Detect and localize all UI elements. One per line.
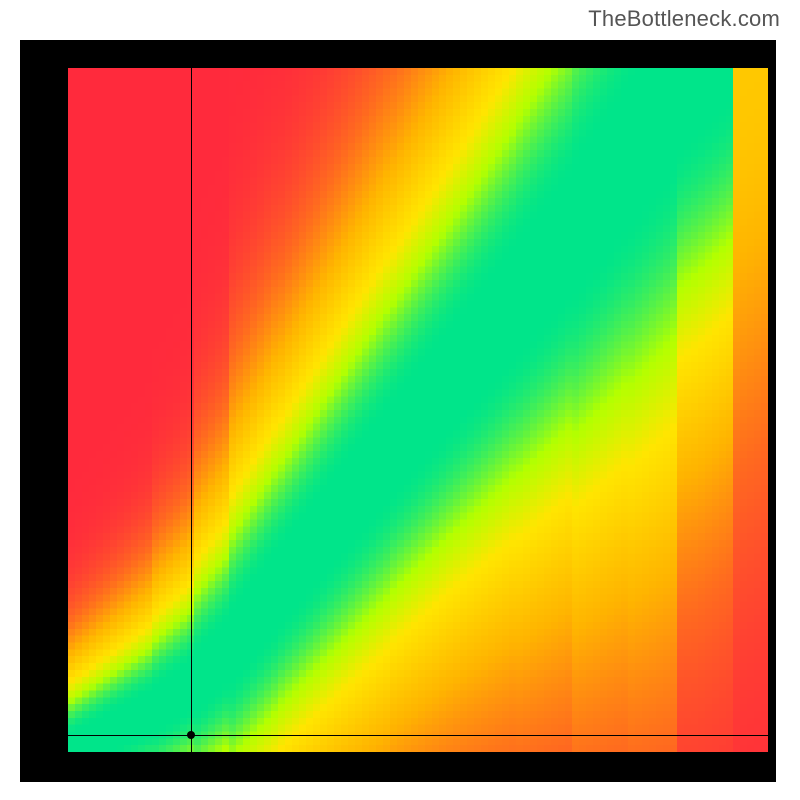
selection-marker bbox=[187, 731, 195, 739]
crosshair-vertical bbox=[191, 68, 192, 752]
crosshair-horizontal bbox=[68, 735, 768, 736]
plot-outer-frame bbox=[20, 40, 776, 782]
attribution-text: TheBottleneck.com bbox=[588, 6, 780, 32]
bottleneck-heatmap bbox=[68, 68, 768, 752]
